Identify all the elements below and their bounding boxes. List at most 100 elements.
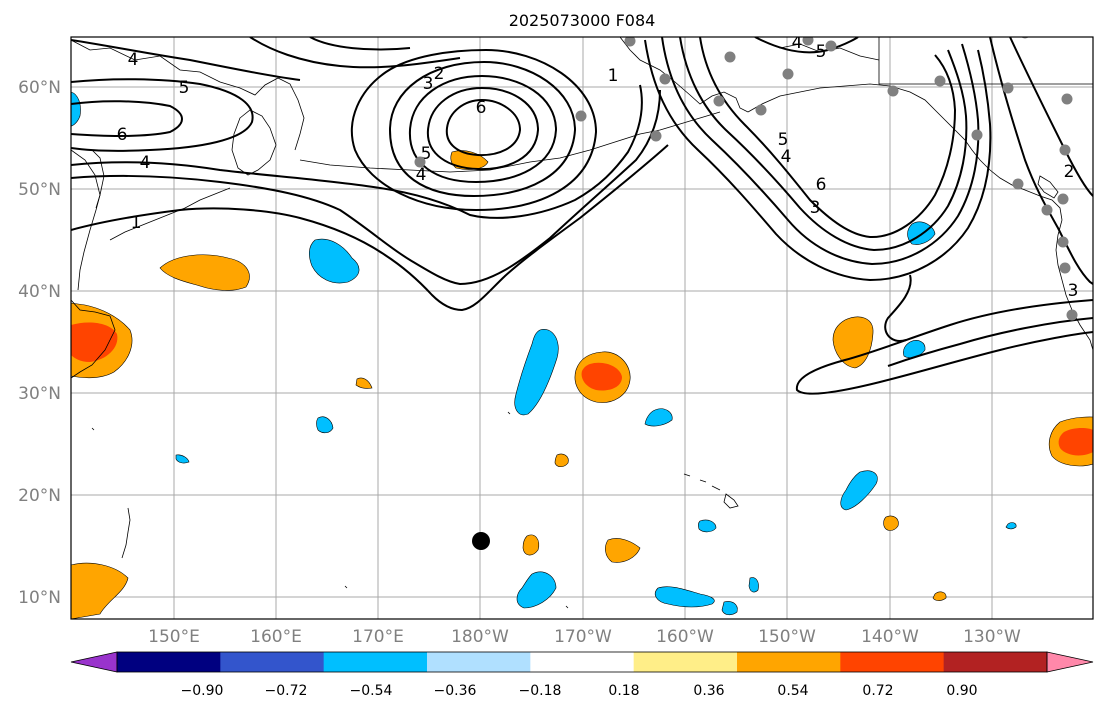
blob-neg-11 — [1005, 522, 1017, 530]
contour-label: 4 — [792, 33, 803, 53]
contour-ring-4 — [388, 60, 577, 198]
station-dot — [755, 104, 767, 116]
blob-neg-5 — [175, 454, 190, 464]
colorbar-tick-label: −0.90 — [181, 683, 224, 699]
contour-north-2 — [249, 37, 461, 69]
colorbar-swatch — [427, 652, 531, 672]
positive-anomaly-blobs — [71, 150, 1093, 619]
contour-lines — [71, 37, 1093, 395]
lat-label: 30°N — [18, 384, 61, 404]
station-dot — [650, 130, 662, 142]
coast-aleutian — [299, 111, 721, 173]
colorbar-tick-label: −0.18 — [519, 683, 562, 699]
station-dot — [659, 73, 671, 85]
colorbar-swatch — [530, 652, 635, 672]
station-dot — [1066, 309, 1078, 321]
colorbar-tick-label: 0.90 — [946, 683, 977, 699]
coast-asia-north — [71, 39, 305, 151]
blob-neg-1 — [71, 91, 81, 127]
contour-ring-5 — [350, 48, 598, 212]
station-dot — [1002, 82, 1014, 94]
contour-label: 2 — [1064, 162, 1075, 182]
station-markers — [414, 37, 1078, 321]
contour-loop-se — [884, 274, 912, 342]
colorbar-tick-label: 0.18 — [608, 683, 639, 699]
contour-east-inner — [699, 37, 957, 239]
coast-kamchatka — [231, 109, 277, 176]
blob-neg-6 — [644, 408, 673, 427]
blob-pos-4b — [581, 362, 622, 391]
hawaii-islands — [683, 473, 739, 509]
contour-label: 6 — [476, 98, 487, 118]
contour-label: 6 — [816, 175, 827, 195]
colorbar-tick-label: −0.36 — [434, 683, 477, 699]
colorbar-swatch — [220, 652, 325, 672]
blob-pos-6b — [1058, 428, 1093, 456]
blob-pos-12 — [883, 515, 899, 531]
lat-label: 10°N — [18, 588, 61, 608]
colorbar-swatches — [70, 651, 1094, 673]
colorbar-tick-label: 0.72 — [862, 683, 893, 699]
map-background — [71, 37, 1093, 619]
contour-label: 3 — [810, 198, 821, 218]
blob-pos-11 — [355, 377, 373, 389]
contour-north-top — [309, 37, 411, 51]
lat-label: 60°N — [18, 78, 61, 98]
contour-label: 5 — [179, 78, 190, 98]
colorbar-tick-labels: −0.90 −0.72 −0.54 −0.36 −0.18 0.18 0.36 … — [181, 683, 978, 699]
contour-label: 4 — [781, 147, 792, 167]
contour-ring-1 — [445, 98, 522, 157]
contour-west-5 — [71, 78, 254, 152]
blob-neg-9 — [840, 470, 878, 511]
colorbar: −0.90 −0.72 −0.54 −0.36 −0.18 0.18 0.36 … — [70, 651, 1094, 699]
contour-label: 1 — [131, 213, 142, 233]
colorbar-swatch — [737, 652, 841, 672]
contour-outer-4 — [71, 84, 643, 219]
colorbar-swatch — [840, 652, 945, 672]
station-dot — [414, 156, 426, 168]
contour-label: 1 — [608, 66, 619, 86]
blob-neg-14 — [721, 601, 738, 616]
station-dot — [782, 68, 794, 80]
lon-label: 170°W — [554, 627, 612, 647]
station-dot — [713, 95, 725, 107]
station-dot — [825, 40, 837, 52]
map-title: 2025073000 F084 — [509, 11, 656, 30]
contour-east-right — [1009, 37, 1093, 197]
colorbar-swatch — [323, 652, 428, 672]
coast-asia-east — [71, 149, 101, 291]
blob-pos-9 — [522, 534, 540, 556]
station-dot — [1059, 144, 1071, 156]
colorbar-tick-label: −0.72 — [265, 683, 308, 699]
blob-neg-15 — [748, 577, 759, 593]
contour-label: 4 — [416, 165, 427, 185]
gridlines — [71, 37, 1093, 619]
coast-alaska-south — [747, 83, 981, 161]
contour-label: 3 — [423, 74, 434, 94]
station-dot — [1057, 236, 1069, 248]
contour-label: 5 — [778, 130, 789, 150]
contour-west-6 — [71, 100, 183, 137]
station-dot — [724, 51, 736, 63]
small-islands — [91, 411, 569, 609]
lon-label: 170°E — [352, 627, 404, 647]
station-dot — [624, 37, 636, 47]
border-alaska-canada — [878, 37, 1093, 85]
blob-neg-12 — [516, 571, 557, 609]
lon-label: 160°W — [656, 627, 714, 647]
station-dot — [1059, 262, 1071, 274]
colorbar-swatch — [633, 652, 738, 672]
blob-pos-2b — [71, 322, 118, 362]
blob-neg-4 — [316, 416, 334, 434]
blob-pos-8 — [605, 538, 641, 563]
lon-label: 150°W — [758, 627, 816, 647]
lon-label: 180°W — [451, 627, 509, 647]
blob-neg-13 — [655, 586, 715, 608]
contour-east-3 — [661, 37, 980, 266]
station-dot — [1061, 93, 1073, 105]
colorbar-extend-low — [70, 651, 118, 673]
station-dot — [934, 75, 946, 87]
contour-label: 6 — [117, 125, 128, 145]
blob-pos-1 — [159, 254, 250, 291]
